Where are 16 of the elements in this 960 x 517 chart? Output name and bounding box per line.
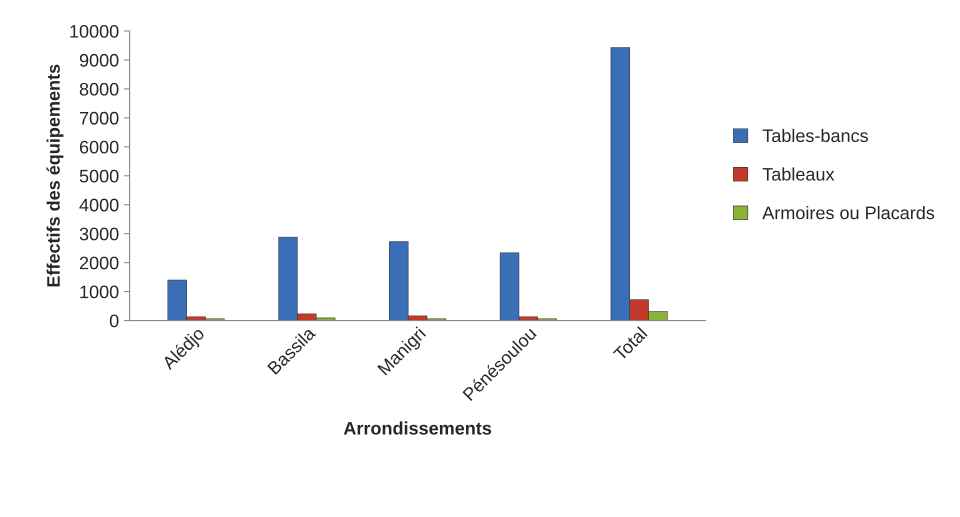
y-axis-title: Effectifs des équipements [46,64,64,286]
y-tick-label: 5000 [80,170,118,182]
y-tick-label: 9000 [80,54,118,67]
y-tick-label: 3000 [80,228,118,240]
y-tick-label: 0 [110,314,118,328]
legend-label: Tables-bancs [762,128,868,142]
y-tick-label: 10000 [70,24,118,38]
y-tick-label: 4000 [79,198,118,212]
legend-label: Tableaux [762,167,834,181]
y-tick-label: 7000 [80,112,118,125]
y-tick-label: 6000 [80,140,118,154]
y-tick-label: 8000 [80,82,118,96]
y-tick-label: 1000 [80,286,118,298]
y-tick-label: 2000 [80,256,118,270]
x-axis-title: Arrondissements [344,421,492,435]
legend-label: Armoires ou Placards [762,206,934,220]
